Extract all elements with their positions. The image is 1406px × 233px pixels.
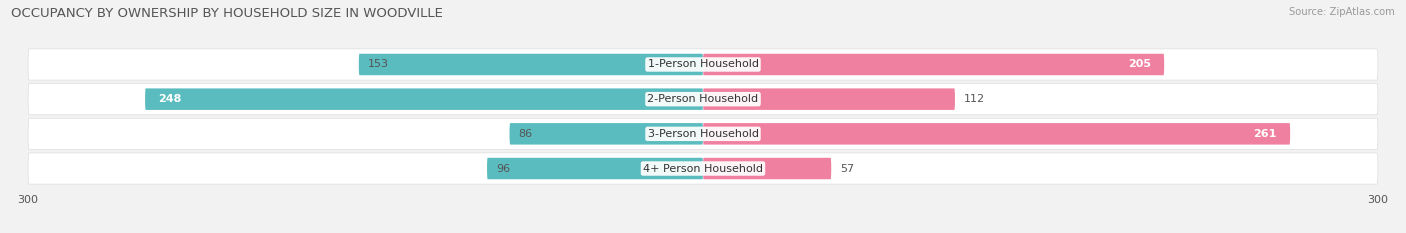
Text: 1-Person Household: 1-Person Household: [648, 59, 758, 69]
Text: 112: 112: [965, 94, 986, 104]
FancyBboxPatch shape: [28, 49, 1378, 80]
FancyBboxPatch shape: [703, 54, 1164, 75]
FancyBboxPatch shape: [703, 123, 1291, 145]
Text: 3-Person Household: 3-Person Household: [648, 129, 758, 139]
Text: 205: 205: [1128, 59, 1150, 69]
FancyBboxPatch shape: [509, 123, 703, 145]
FancyBboxPatch shape: [28, 153, 1378, 184]
Text: 153: 153: [368, 59, 389, 69]
Text: 4+ Person Household: 4+ Person Household: [643, 164, 763, 174]
Text: Source: ZipAtlas.com: Source: ZipAtlas.com: [1289, 7, 1395, 17]
Text: 2-Person Household: 2-Person Household: [647, 94, 759, 104]
FancyBboxPatch shape: [28, 118, 1378, 149]
Text: 248: 248: [159, 94, 181, 104]
Text: 261: 261: [1253, 129, 1277, 139]
FancyBboxPatch shape: [28, 84, 1378, 115]
FancyBboxPatch shape: [703, 88, 955, 110]
Text: 96: 96: [496, 164, 510, 174]
FancyBboxPatch shape: [486, 158, 703, 179]
FancyBboxPatch shape: [145, 88, 703, 110]
Text: 57: 57: [841, 164, 855, 174]
Text: OCCUPANCY BY OWNERSHIP BY HOUSEHOLD SIZE IN WOODVILLE: OCCUPANCY BY OWNERSHIP BY HOUSEHOLD SIZE…: [11, 7, 443, 20]
FancyBboxPatch shape: [703, 158, 831, 179]
FancyBboxPatch shape: [359, 54, 703, 75]
Text: 86: 86: [519, 129, 533, 139]
